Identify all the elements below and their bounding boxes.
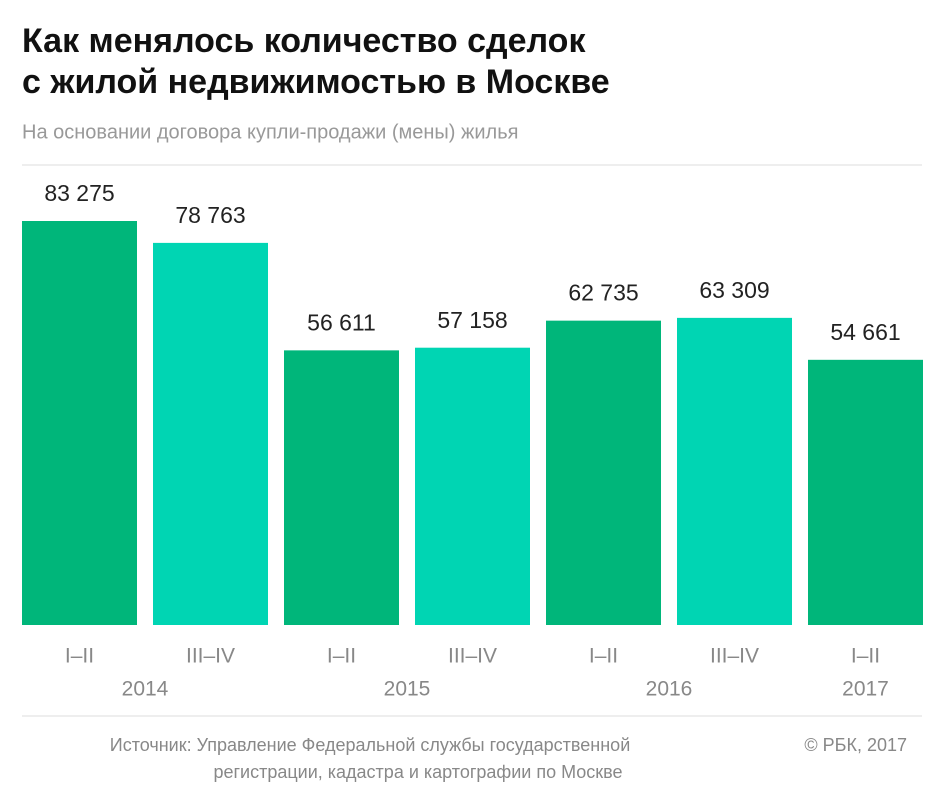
x-tick-label: I–II bbox=[327, 645, 356, 668]
value-label: 78 763 bbox=[175, 202, 245, 228]
year-label: 2016 bbox=[646, 678, 693, 701]
x-tick-label: I–II bbox=[851, 645, 880, 668]
copyright: © РБК, 2017 bbox=[804, 735, 907, 755]
x-tick-label: I–II bbox=[589, 645, 618, 668]
value-label: 56 611 bbox=[307, 309, 376, 335]
value-label: 62 735 bbox=[568, 280, 638, 306]
source: Источник: Управление Федеральной службы … bbox=[110, 735, 631, 755]
chart-title: Как менялось количество сделок bbox=[22, 22, 586, 60]
bar bbox=[677, 317, 792, 625]
bar bbox=[22, 221, 137, 625]
chart-title: с жилой недвижимостью в Москве bbox=[22, 63, 610, 101]
year-label: 2014 bbox=[122, 678, 169, 701]
year-label: 2017 bbox=[842, 678, 889, 701]
value-label: 83 275 bbox=[44, 180, 114, 206]
bar bbox=[153, 242, 268, 625]
x-tick-label: III–IV bbox=[710, 645, 759, 668]
x-tick-label: I–II bbox=[65, 645, 94, 668]
x-tick-label: III–IV bbox=[448, 645, 497, 668]
bar bbox=[284, 350, 399, 625]
value-label: 63 309 bbox=[699, 277, 769, 303]
source: регистрации, кадастра и картографии по М… bbox=[213, 762, 622, 782]
x-tick-label: III–IV bbox=[186, 645, 235, 668]
value-label: 57 158 bbox=[437, 307, 507, 333]
bar bbox=[546, 320, 661, 625]
bar bbox=[415, 347, 530, 625]
value-label: 54 661 bbox=[830, 319, 900, 345]
bar bbox=[808, 359, 923, 625]
subtitle: На основании договора купли-продажи (мен… bbox=[22, 121, 518, 143]
year-label: 2015 bbox=[384, 678, 431, 701]
